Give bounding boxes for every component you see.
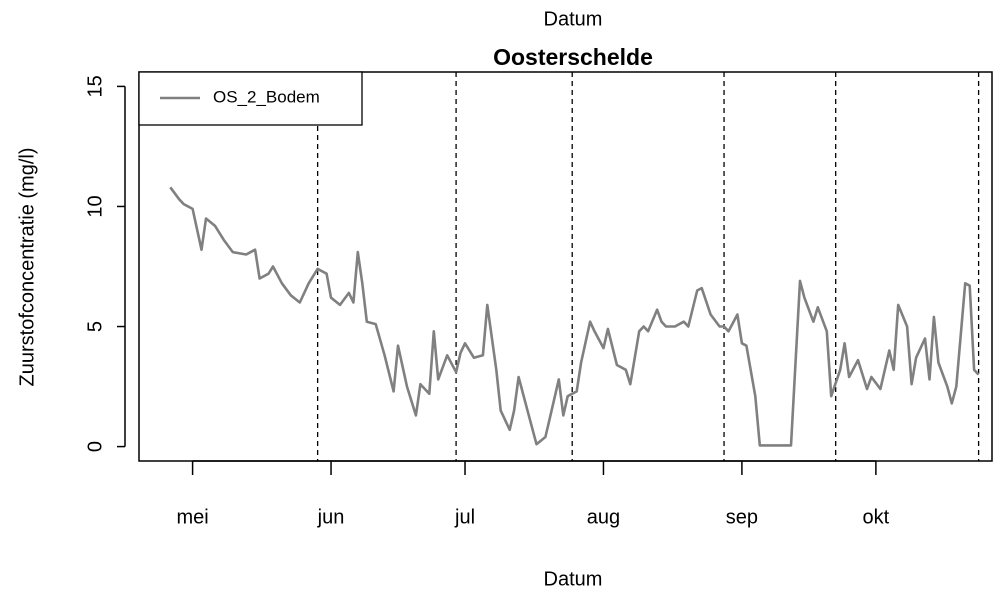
top-label: Datum [544, 8, 603, 30]
x-axis-label: Datum [544, 568, 603, 590]
x-tick-label: sep [726, 506, 758, 528]
x-tick-label: jun [317, 506, 345, 528]
legend-label: OS_2_Bodem [213, 87, 320, 106]
data-line [169, 186, 980, 447]
x-tick-label: okt [863, 506, 890, 528]
y-tick-label: 5 [84, 321, 106, 332]
y-axis-label: Zuurstofconcentratie (mg/l) [16, 148, 38, 387]
chart-title: Oosterschelde [493, 44, 653, 70]
y-tick-label: 0 [84, 441, 106, 452]
x-tick-label: mei [176, 506, 208, 528]
y-tick-label: 15 [84, 75, 106, 97]
x-tick-label: jul [454, 506, 475, 528]
y-tick-label: 10 [84, 195, 106, 217]
x-tick-label: aug [587, 506, 620, 528]
